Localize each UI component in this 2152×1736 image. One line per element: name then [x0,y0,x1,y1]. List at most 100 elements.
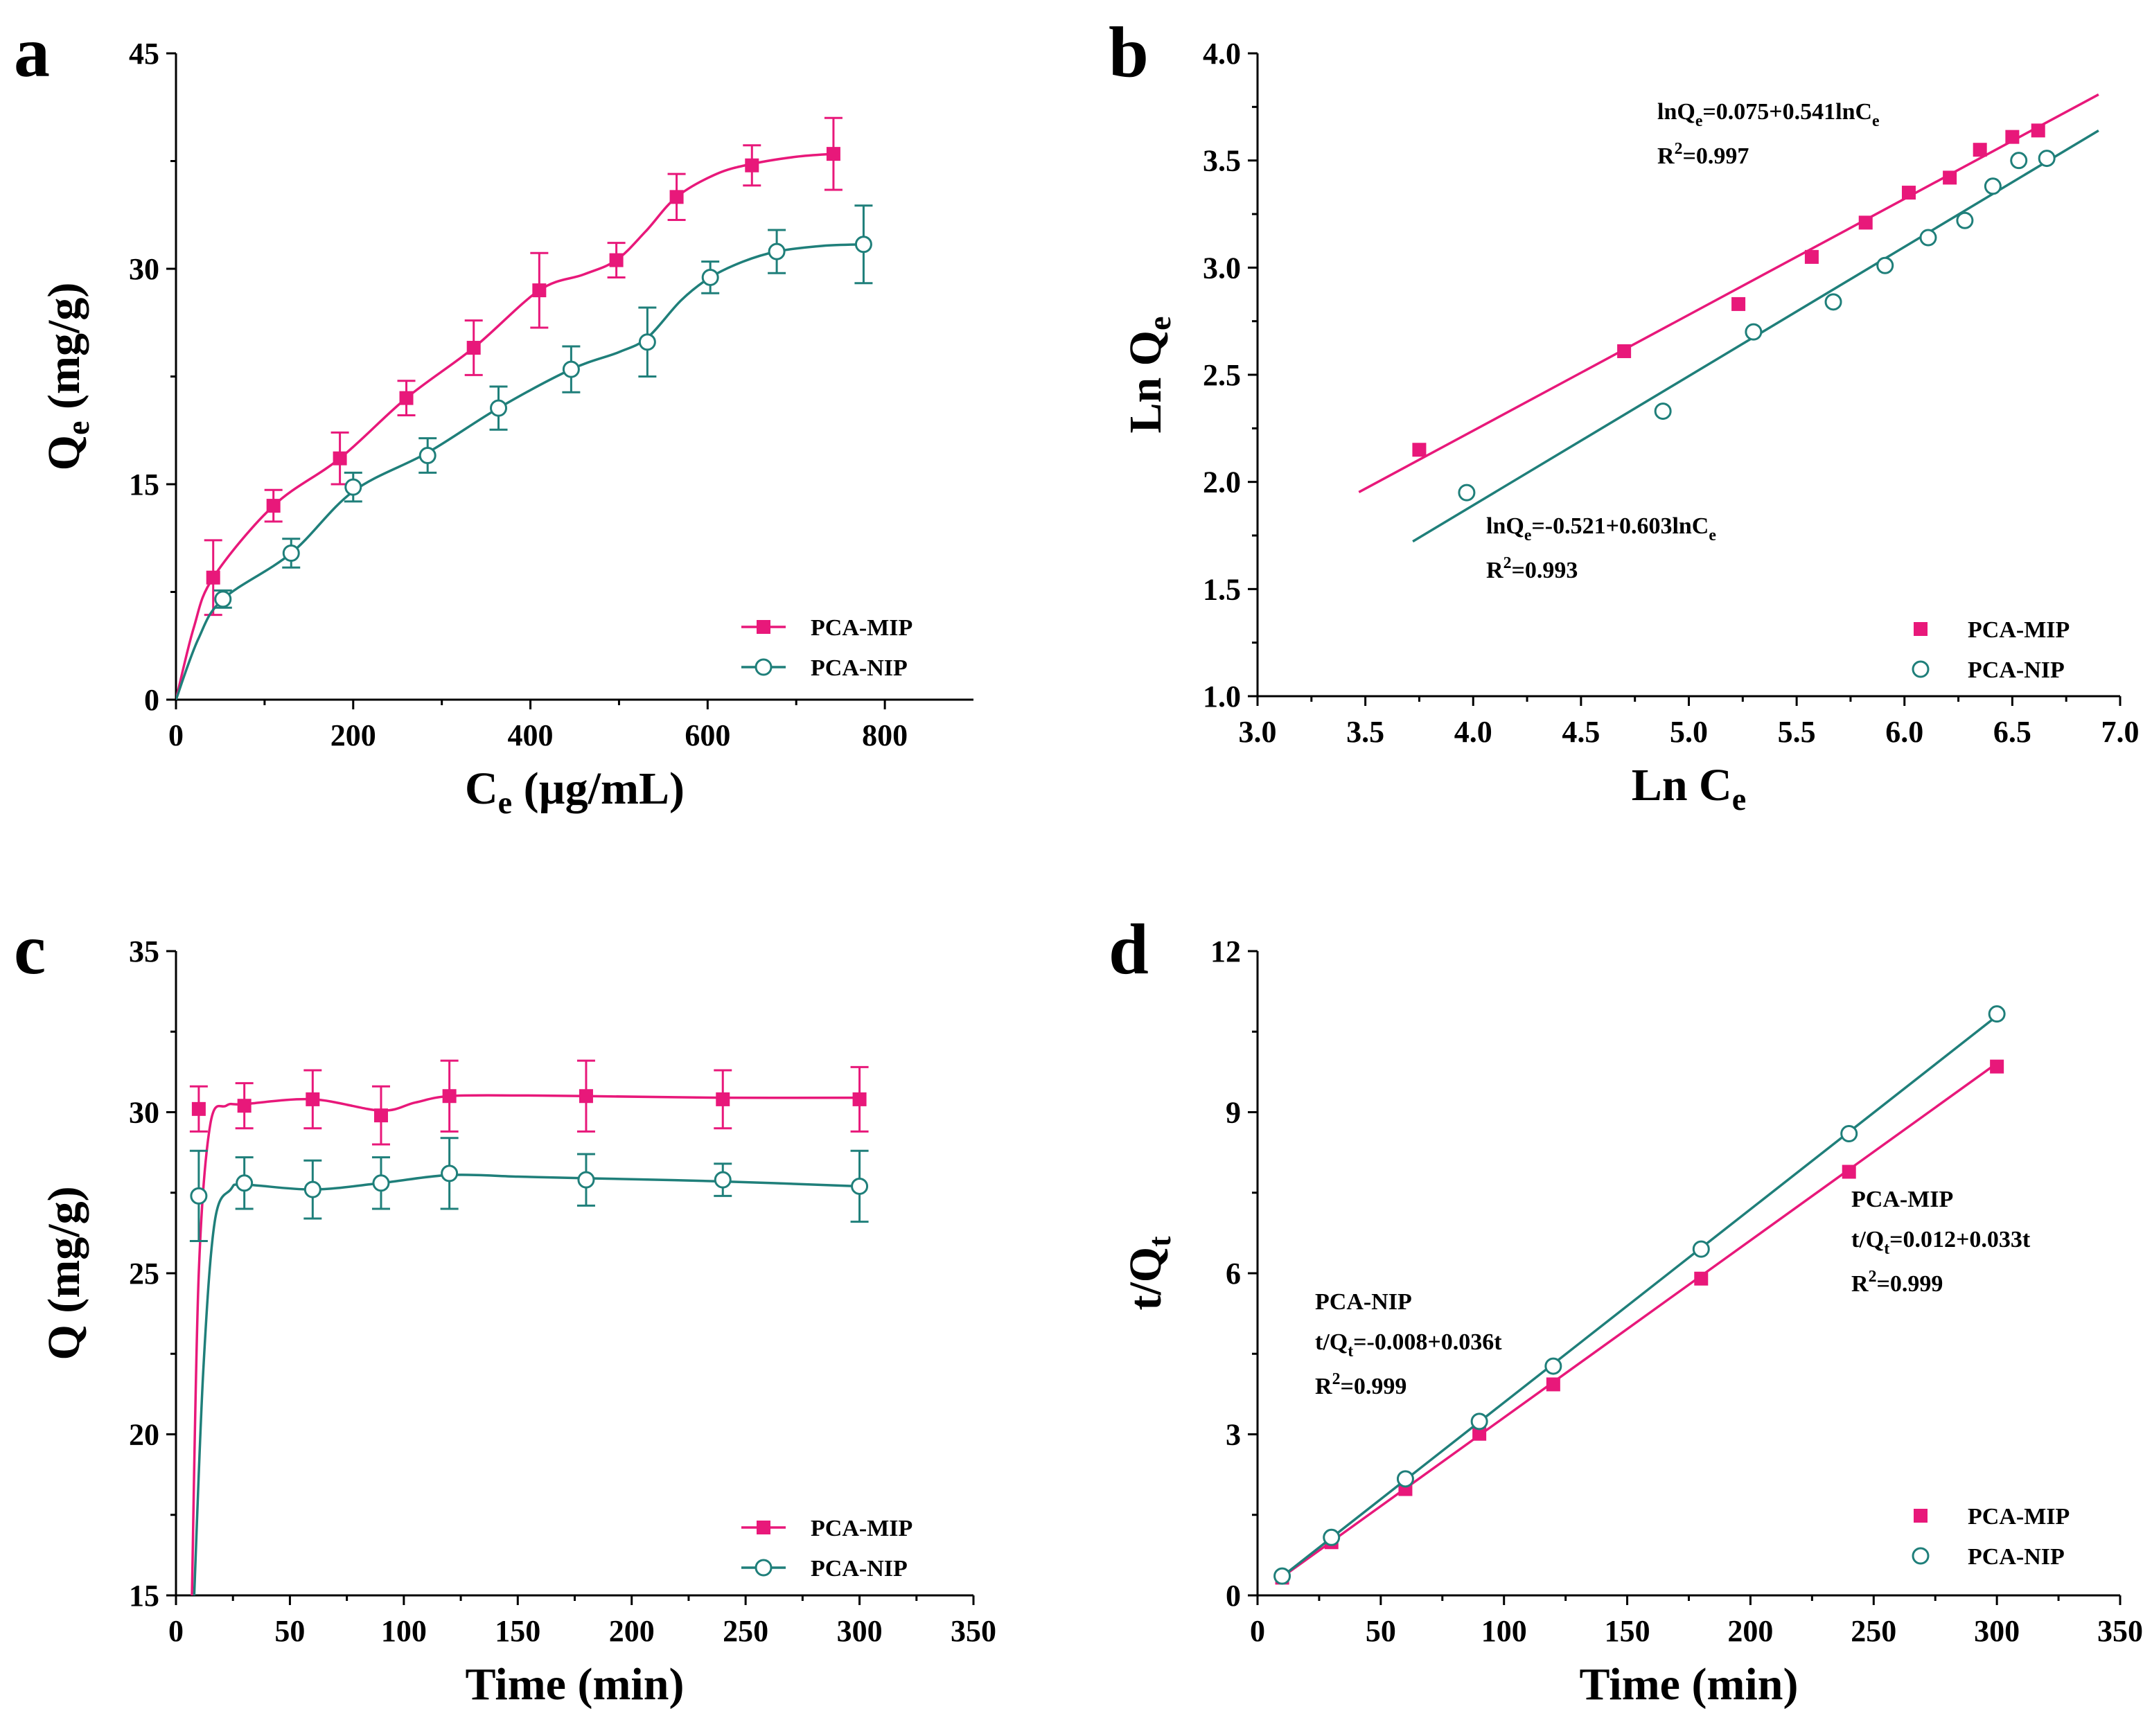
x-tick-label: 100 [1481,1614,1527,1648]
series-curve [193,1173,860,1595]
data-point [714,1171,732,1189]
legend-marker [755,1559,773,1577]
chart-panel-c: c 0 50 100 150 200 250 300 350 15 20 25 30 35 Time (mi… [14,910,996,1710]
x-tick-label: 250 [723,1614,768,1648]
y-tick-label: 3.0 [1203,251,1241,285]
y-tick-label: 30 [129,1096,159,1130]
x-tick-label: 0 [168,718,184,752]
x-axis-title: Time (min) [1580,1659,1799,1710]
x-tick-label: 7.0 [2101,715,2140,749]
data-point [282,544,300,563]
data-point [826,147,840,161]
plot-area [1273,1005,2006,1585]
data-point [1901,186,1916,200]
series-pca-nip [189,1137,869,1595]
data-point [206,570,220,585]
series-pca-mip [1358,93,2099,493]
data-point [399,391,414,405]
x-tick-label: 350 [951,1614,996,1648]
data-point [373,1108,388,1123]
data-point [2010,152,2028,170]
data-point [1323,1528,1341,1546]
x-tick-label: 150 [495,1614,540,1648]
data-point [1876,256,1894,274]
legend-marker [1912,1547,1930,1565]
fit-annotation: PCA-MIP t/Qt=0.012+0.033t R2=0.999 [1851,1187,2031,1297]
data-point [1984,177,2002,195]
fit-equation: lnQe=-0.521+0.603lnCe [1486,513,1716,544]
x-tick-label: 100 [381,1614,427,1648]
panel-letter: b [1109,12,1149,92]
x-tick-label: 250 [1851,1614,1896,1648]
legend: PCA-MIP PCA-NIP [741,1516,912,1582]
data-point [466,341,481,355]
data-point [1396,1470,1414,1488]
x-tick-label: 50 [274,1614,305,1648]
x-tick-label: 4.0 [1454,715,1492,749]
y-tick-label: 3 [1226,1418,1241,1452]
y-axis-title: Q (mg/g) [39,1186,89,1360]
series-pca-mip [1275,1059,2004,1585]
fit-r-squared: R2=0.999 [1851,1268,1943,1297]
fit-equation: lnQe=0.075+0.541lnCe [1657,99,1880,130]
y-tick-label: 6 [1226,1257,1241,1291]
data-point [1544,1357,1562,1375]
legend-marker [757,1521,770,1534]
legend-label: PCA-MIP [811,615,912,641]
x-tick-label: 200 [330,718,376,752]
data-point [372,1174,390,1192]
x-tick-label: 6.0 [1885,715,1923,749]
x-tick-label: 3.5 [1346,715,1384,749]
data-point [701,268,719,286]
data-point [1472,1426,1487,1441]
fit-r-squared: R2=0.993 [1486,554,1578,583]
x-tick-label: 300 [837,1614,883,1648]
y-tick-label: 15 [129,1579,159,1613]
legend: PCA-MIP PCA-NIP [741,615,912,681]
series-pca-mip [189,1059,869,1595]
data-point [532,283,547,298]
fit-equation: t/Qt=0.012+0.033t [1851,1227,2031,1258]
legend: PCA-MIP PCA-NIP [1912,1504,2070,1570]
chart-panel-a: a 0 200 400 600 800 0 15 30 45 Ce (µg/mL) Qe (mg/g)… [14,12,973,820]
y-tick-label: 25 [129,1257,159,1291]
series-pca-nip [1412,129,2099,543]
plot-area [1358,93,2099,543]
data-point [1745,323,1763,341]
x-tick-label: 200 [609,1614,655,1648]
x-tick-label: 300 [1974,1614,2020,1648]
data-point [1858,215,1873,230]
data-point [1990,1059,2004,1074]
data-point [1804,249,1819,264]
data-point [418,447,436,465]
x-tick-label: 5.0 [1670,715,1708,749]
legend-label: PCA-MIP [1968,1504,2070,1530]
y-tick-label: 35 [129,935,159,968]
plot-area [189,1059,869,1595]
y-tick-label: 9 [1226,1096,1241,1130]
fit-series-label: PCA-NIP [1315,1289,1412,1315]
legend-label: PCA-NIP [811,655,908,681]
data-point [1943,170,1957,185]
x-tick-label: 5.5 [1778,715,1816,749]
x-tick-label: 200 [1727,1614,1773,1648]
data-point [1273,1567,1291,1585]
legend-label: PCA-NIP [811,1556,908,1582]
data-point [768,242,786,260]
chart-panel-d: d 0 50 100 150 200 250 300 350 0 3 6 9 12 Time (min) t/… [1109,910,2143,1710]
data-point [303,1180,321,1198]
data-point [669,190,684,204]
fit-equation: t/Qt=-0.008+0.036t [1315,1329,1502,1361]
data-point [716,1092,730,1106]
x-tick-label: 350 [2097,1614,2143,1648]
data-point [190,1187,208,1205]
x-axis-title: Ce (µg/mL) [465,763,685,820]
y-tick-label: 2.5 [1203,358,1241,392]
x-tick-label: 600 [685,718,730,752]
data-point [638,333,656,351]
y-tick-label: 3.5 [1203,144,1241,178]
data-point [1654,402,1672,420]
y-tick-label: 2.0 [1203,466,1241,499]
x-tick-label: 6.5 [1993,715,2031,749]
